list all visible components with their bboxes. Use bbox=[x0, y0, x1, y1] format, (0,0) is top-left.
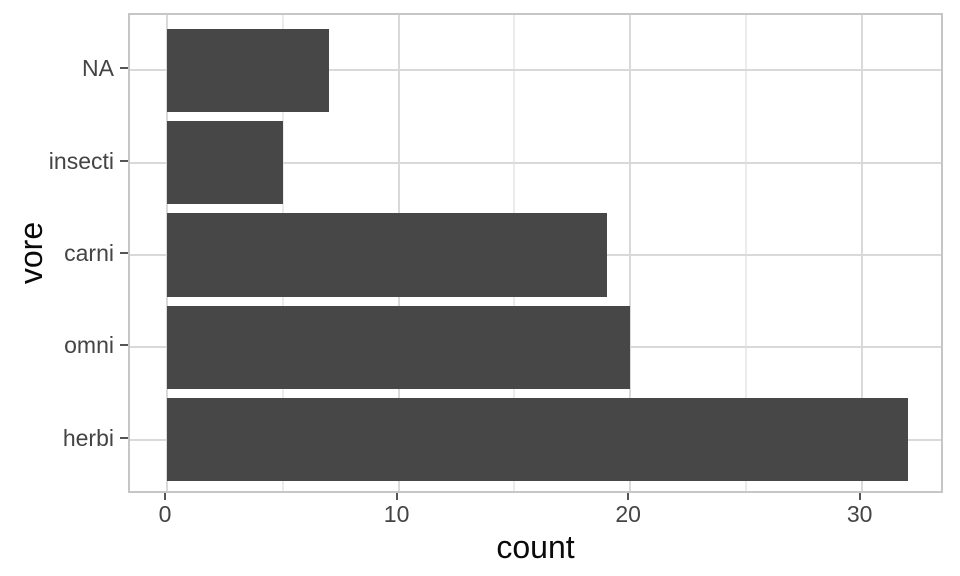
gridline-y-major bbox=[130, 161, 941, 164]
x-tick-mark bbox=[858, 493, 861, 500]
bar-herbi bbox=[167, 398, 908, 482]
x-tick-label: 30 bbox=[846, 501, 873, 527]
y-axis-title: vore bbox=[13, 221, 49, 285]
x-tick-mark bbox=[164, 493, 167, 500]
x-tick-label: 20 bbox=[615, 501, 641, 527]
bar-na bbox=[167, 28, 330, 112]
bar-carni bbox=[167, 213, 607, 297]
plot-panel bbox=[128, 13, 943, 493]
bar-insecti bbox=[167, 121, 283, 205]
y-tick-label-omni: omni bbox=[64, 332, 114, 359]
x-tick-mark bbox=[627, 493, 630, 500]
gridline-y-major bbox=[130, 69, 941, 72]
x-axis-title: count bbox=[496, 529, 575, 565]
y-tick-mark bbox=[120, 344, 128, 347]
y-tick-label-herbi: herbi bbox=[62, 424, 114, 451]
y-tick-mark bbox=[120, 67, 128, 70]
y-tick-label-carni: carni bbox=[64, 240, 114, 266]
gridline-x-major bbox=[629, 15, 632, 491]
x-tick-label: 0 bbox=[158, 501, 172, 527]
gridline-x-major bbox=[860, 15, 863, 491]
x-tick-label: 10 bbox=[383, 501, 410, 527]
y-tick-mark bbox=[120, 436, 128, 439]
gridline-x-minor bbox=[744, 15, 747, 491]
y-tick-label-insecti: insecti bbox=[48, 147, 114, 174]
y-tick-mark bbox=[120, 252, 128, 254]
y-tick-label-na: NA bbox=[82, 55, 114, 82]
x-tick-mark bbox=[395, 493, 398, 500]
y-tick-mark bbox=[120, 159, 128, 162]
bar-omni bbox=[167, 305, 631, 389]
